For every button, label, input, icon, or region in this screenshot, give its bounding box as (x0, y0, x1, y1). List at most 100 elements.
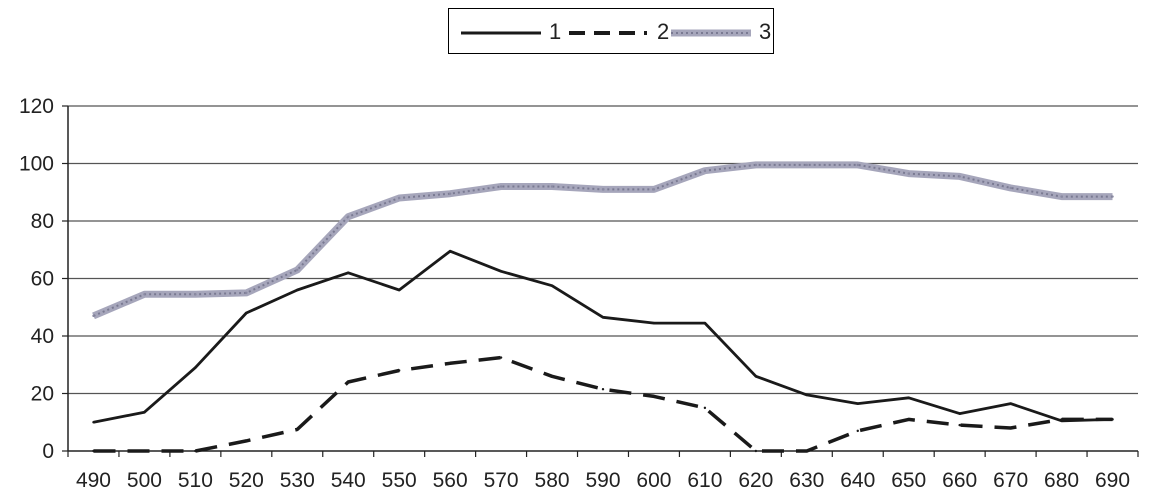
series-3-point (296, 268, 299, 272)
series-2-point (499, 356, 503, 359)
series-3-point (245, 291, 248, 295)
series-1-point (397, 288, 401, 292)
series-3-point (397, 196, 401, 200)
series-1-point (1009, 402, 1012, 405)
series-2-point (448, 362, 452, 365)
legend: 1 2 3 (448, 8, 774, 54)
series-2-point (805, 449, 809, 453)
x-tick-label: 560 (433, 469, 468, 492)
series-3-point (143, 293, 146, 296)
series-3-point (703, 169, 707, 172)
series-2-line (93, 355, 1113, 453)
x-tick-label: 500 (127, 469, 162, 492)
x-axis-ticks: 490 500 510 520 530 540 550 560 570 580 590 600 610 6… (67, 451, 1139, 492)
legend-item-2: 2 (567, 9, 670, 55)
series-1-point (856, 402, 859, 405)
series-1-point (703, 321, 707, 325)
legend-swatch-2 (569, 31, 647, 35)
x-tick-label: 570 (484, 469, 519, 492)
y-tick-label: 120 (19, 95, 54, 118)
y-tick-label: 20 (31, 383, 54, 406)
x-tick-label: 680 (1044, 469, 1079, 492)
series-2-point (296, 428, 299, 431)
y-tick-label: 0 (42, 440, 54, 463)
series-3-point (856, 163, 859, 167)
series-1-point (907, 396, 910, 400)
series-2-point (143, 449, 146, 453)
y-tick-label: 60 (31, 268, 54, 291)
series-3-point (1111, 195, 1114, 198)
series-3-point (907, 172, 910, 175)
legend-label-1: 1 (549, 19, 562, 44)
x-tick-label: 620 (738, 469, 773, 492)
series-2-point (194, 449, 197, 453)
series-3-point (652, 188, 656, 191)
x-tick-label: 520 (229, 469, 264, 492)
series-1-point (499, 270, 503, 273)
series-3-point (92, 314, 95, 318)
legend-swatch-1 (461, 31, 541, 35)
series-2-point (652, 395, 656, 398)
series-2-point (1111, 418, 1114, 421)
series-3-point (448, 192, 452, 195)
x-tick-label: 540 (331, 469, 366, 492)
series-1-point (194, 366, 197, 369)
series-2-point (550, 375, 554, 378)
series-3-point (805, 163, 809, 167)
x-tick-label: 660 (942, 469, 977, 492)
series-1-point (652, 321, 656, 325)
series-3-point (347, 215, 350, 218)
series-1-point (754, 375, 758, 378)
series-1-point (245, 311, 248, 315)
series-2-point (397, 369, 401, 372)
y-axis-ticks: 0 20 40 60 80 100 120 (19, 95, 68, 463)
series-3-point (601, 188, 605, 191)
x-tick-label: 590 (585, 469, 620, 492)
series-3-point (958, 175, 961, 178)
series-1-point (347, 271, 350, 274)
legend-label-3: 3 (759, 19, 772, 44)
x-tick-label: 530 (280, 469, 315, 492)
series-3-point (754, 163, 758, 167)
x-tick-label: 650 (891, 469, 926, 492)
series-2-point (703, 406, 707, 410)
series-2-point (1009, 426, 1012, 430)
series-2-point (601, 387, 605, 391)
series-1-line (93, 249, 1113, 424)
x-tick-label: 510 (178, 469, 213, 492)
x-tick-label: 640 (840, 469, 875, 492)
series-1-point (92, 421, 95, 424)
y-tick-label: 100 (19, 153, 54, 176)
x-tick-label: 580 (535, 469, 570, 492)
series-2-point (92, 449, 95, 453)
series-2-point (856, 429, 859, 433)
series-lines (92, 161, 1114, 453)
legend-swatch-3 (671, 29, 751, 37)
x-tick-label: 610 (687, 469, 722, 492)
series-3-point (1009, 186, 1012, 190)
x-tick-label: 670 (993, 469, 1028, 492)
x-tick-label: 630 (789, 469, 824, 492)
legend-item-1: 1 (459, 9, 562, 55)
legend-label-2: 2 (657, 19, 670, 44)
x-tick-label: 490 (76, 469, 111, 492)
series-2-point (958, 423, 961, 427)
series-1-point (601, 316, 605, 319)
series-2-point (907, 418, 910, 421)
x-tick-label: 550 (382, 469, 417, 492)
series-1-point (958, 412, 961, 415)
series-3-point (1060, 195, 1063, 198)
series-1-point (550, 284, 554, 287)
series-1-point (296, 288, 299, 292)
x-tick-label: 600 (636, 469, 671, 492)
legend-item-3: 3 (669, 9, 772, 55)
y-tick-label: 40 (31, 325, 54, 348)
series-2-point (245, 439, 248, 443)
series-1-point (805, 393, 809, 397)
series-3-point (499, 185, 503, 188)
series-2-point (347, 380, 350, 384)
series-3-point (194, 293, 197, 296)
x-tick-label: 690 (1095, 469, 1130, 492)
y-tick-label: 80 (31, 210, 54, 233)
series-1-point (143, 410, 146, 414)
